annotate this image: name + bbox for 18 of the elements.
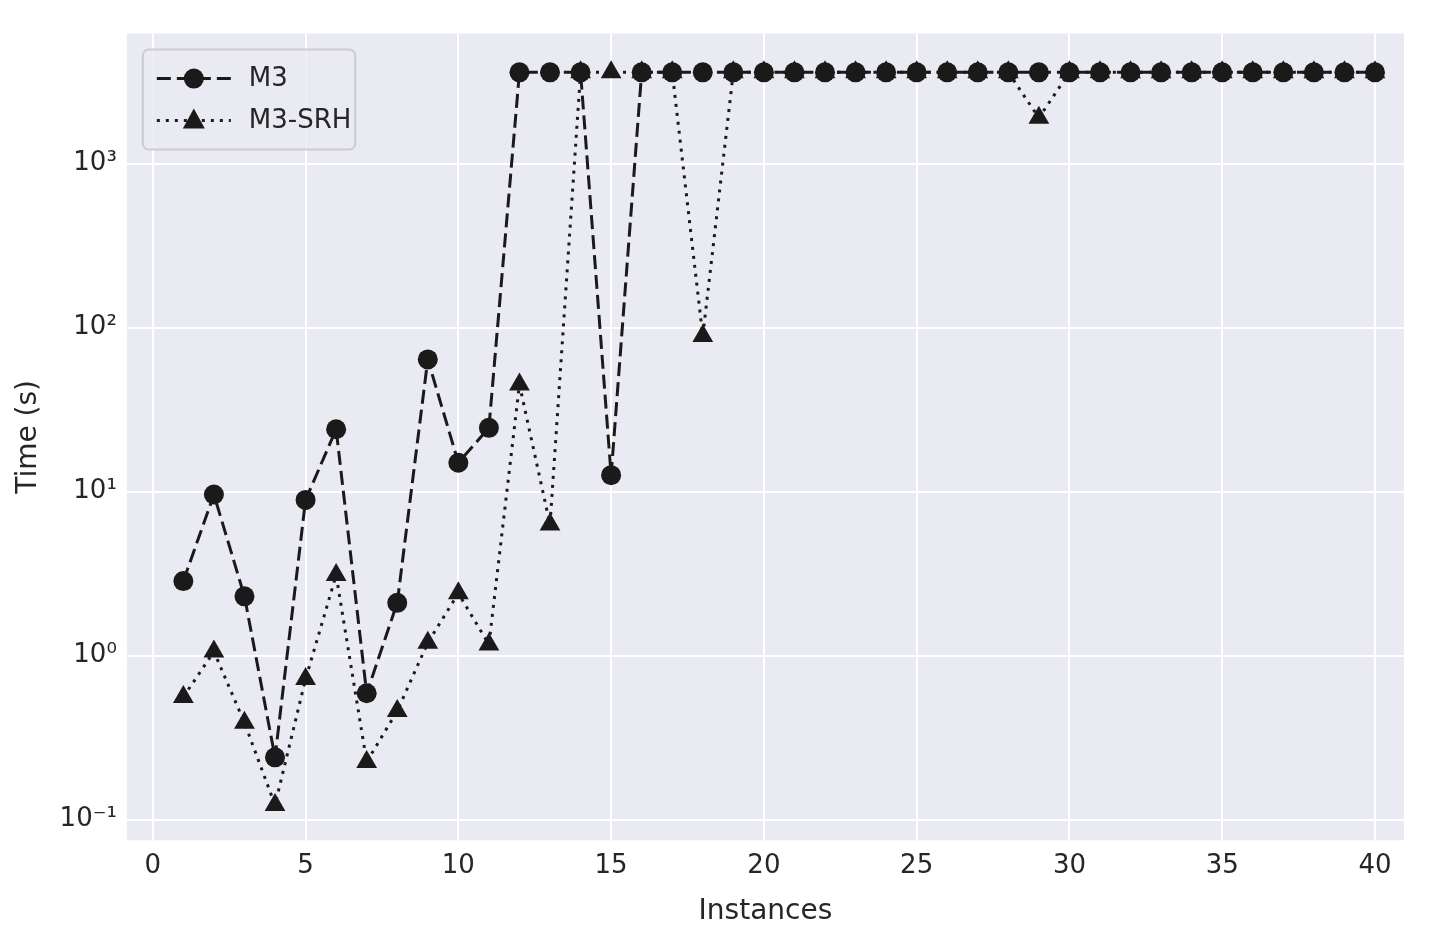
y-tick-label: 10¹ [73, 474, 117, 505]
x-tick-label: 25 [900, 848, 934, 879]
x-tick-label: 20 [747, 848, 781, 879]
x-tick-label: 10 [441, 848, 475, 879]
x-tick-label: 5 [297, 848, 314, 879]
legend-label: M3 [248, 62, 288, 93]
y-tick-label: 10⁰ [73, 638, 117, 669]
x-tick-label: 30 [1052, 848, 1086, 879]
y-tick-label: 10⁻¹ [59, 802, 117, 833]
x-tick-label: 40 [1358, 848, 1392, 879]
y-tick-label: 10³ [73, 146, 117, 177]
x-axis-title: Instances [698, 893, 833, 927]
legend-label: M3-SRH [248, 104, 352, 135]
x-tick-label: 0 [144, 848, 162, 879]
x-tick-label: 35 [1205, 848, 1239, 879]
y-tick-label: 10² [73, 310, 117, 341]
x-tick-label: 15 [594, 848, 628, 879]
y-axis-title: Time (s) [10, 379, 44, 495]
